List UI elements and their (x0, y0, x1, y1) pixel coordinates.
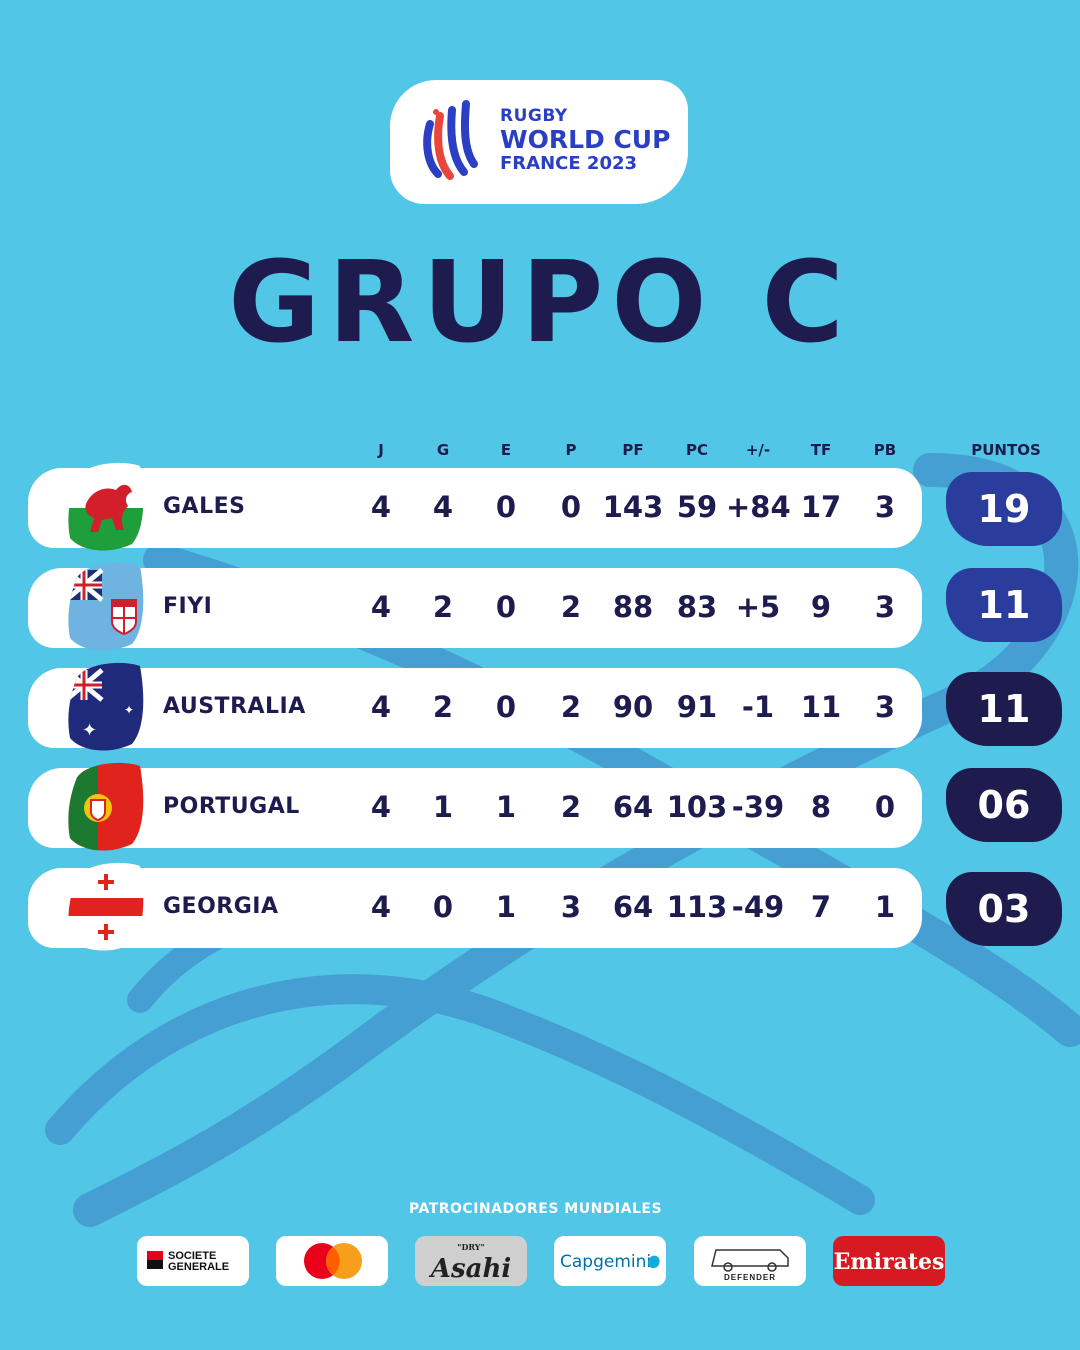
points-badge: 06 (946, 768, 1062, 842)
col-header-p: P (565, 441, 577, 459)
cell-j: 4 (370, 590, 392, 624)
cell-pc: 103 (666, 790, 728, 824)
cell-pc: 91 (676, 690, 718, 724)
sponsor-asahi: "DRY" Asahi (415, 1236, 527, 1286)
georgia-flag-icon (68, 862, 144, 951)
svg-text:✦: ✦ (124, 703, 134, 717)
col-header-pf: PF (622, 441, 644, 459)
page-title: GRUPO C (228, 238, 852, 368)
sponsor-defender: DEFENDER (694, 1236, 806, 1286)
sponsor-societe-generale: SOCIETE GENERALE (137, 1236, 249, 1286)
cell-e: 1 (495, 790, 517, 824)
sponsor-capgemini: Capgemini (554, 1236, 666, 1286)
logo-line-world-cup: WORLD CUP (500, 125, 671, 154)
cell-j: 4 (370, 490, 392, 524)
cell-pb: 3 (874, 690, 896, 724)
cell-p: 2 (560, 790, 582, 824)
logo-line-rugby: RUGBY (500, 106, 568, 126)
cell-pc: 83 (676, 590, 718, 624)
cell-pc: 113 (666, 890, 728, 924)
cell-g: 2 (432, 590, 454, 624)
asahi-dry-tag: "DRY" (457, 1242, 484, 1252)
table-row: GEORGIA 4 0 1 3 64 113 -49 7 1 (28, 862, 922, 951)
points-badge: 03 (946, 872, 1062, 946)
cell-tf: 8 (810, 790, 832, 824)
cell-diff: -49 (731, 890, 785, 924)
rwc-logo: RUGBY WORLD CUP FRANCE 2023 (390, 80, 688, 204)
cell-pf: 143 (602, 490, 664, 524)
sponsor-emirates: Emirates (833, 1236, 945, 1286)
cell-tf: 9 (810, 590, 832, 624)
col-header-pb: PB (873, 441, 897, 459)
points-badge: 11 (946, 672, 1062, 746)
cell-pf: 64 (612, 790, 654, 824)
cell-p: 3 (560, 890, 582, 924)
cell-tf: 7 (810, 890, 832, 924)
team-name: PORTUGAL (163, 794, 300, 819)
cell-g: 0 (432, 890, 454, 924)
cell-e: 1 (495, 890, 517, 924)
col-header-j: J (378, 441, 384, 459)
cell-j: 4 (370, 690, 392, 724)
cell-pf: 88 (612, 590, 654, 624)
capgemini-name: Capgemini (560, 1252, 651, 1272)
emirates-name: Emirates (834, 1249, 945, 1275)
points-badge: 11 (946, 568, 1062, 642)
cell-g: 2 (432, 690, 454, 724)
col-header-e: E (500, 441, 512, 459)
rwc-emblem-icon (423, 100, 478, 180)
points-badge: 19 (946, 472, 1062, 546)
sponsor-mastercard (276, 1236, 388, 1286)
col-header-pc: PC (685, 441, 708, 459)
cell-diff: -39 (731, 790, 785, 824)
table-row: GALES 4 4 0 0 143 59 +84 17 3 (28, 462, 922, 551)
cell-tf: 11 (800, 690, 842, 724)
cell-p: 0 (560, 490, 582, 524)
cell-p: 2 (560, 590, 582, 624)
societe-generale-line1: SOCIETE (168, 1250, 216, 1262)
cell-tf: 17 (800, 490, 842, 524)
cell-pb: 3 (874, 490, 896, 524)
col-header-g: G (436, 441, 450, 459)
cell-pf: 90 (612, 690, 654, 724)
team-name: GALES (163, 494, 246, 519)
table-row: PORTUGAL 4 1 1 2 64 103 -39 8 0 (28, 762, 922, 851)
societe-generale-line2: GENERALE (168, 1261, 229, 1273)
asahi-name: Asahi (428, 1254, 511, 1284)
team-name: FIYI (163, 594, 213, 619)
cell-e: 0 (495, 590, 517, 624)
cell-diff: +84 (726, 490, 791, 524)
cell-pf: 64 (612, 890, 654, 924)
cell-p: 2 (560, 690, 582, 724)
cell-e: 0 (495, 490, 517, 524)
mastercard-logo-icon (304, 1243, 362, 1279)
fiji-flag-icon (68, 562, 144, 651)
cell-g: 4 (432, 490, 454, 524)
cell-pb: 1 (874, 890, 896, 924)
cell-diff: -1 (741, 690, 775, 724)
cell-diff: +5 (735, 590, 781, 624)
cell-j: 4 (370, 890, 392, 924)
team-name: AUSTRALIA (163, 694, 306, 719)
col-header-tf: TF (810, 441, 832, 459)
col-header-diff: +/- (745, 441, 771, 459)
col-header-puntos: PUNTOS (971, 441, 1041, 459)
defender-name: DEFENDER (724, 1273, 776, 1282)
cell-g: 1 (432, 790, 454, 824)
wales-flag-icon (68, 462, 144, 551)
logo-line-france-2023: FRANCE 2023 (500, 153, 638, 174)
cell-e: 0 (495, 690, 517, 724)
team-name: GEORGIA (163, 894, 279, 919)
cell-pb: 0 (874, 790, 896, 824)
portugal-flag-icon (68, 762, 144, 851)
cell-pb: 3 (874, 590, 896, 624)
svg-text:✦: ✦ (82, 720, 97, 741)
table-row: ✦ ✦ AUSTRALIA 4 2 0 2 90 91 -1 11 3 (28, 662, 922, 751)
table-row: FIYI 4 2 0 2 88 83 +5 9 3 (28, 562, 922, 651)
cell-pc: 59 (676, 490, 718, 524)
cell-j: 4 (370, 790, 392, 824)
australia-flag-icon: ✦ ✦ (68, 662, 144, 751)
sponsors-title: PATROCINADORES MUNDIALES (408, 1201, 663, 1217)
